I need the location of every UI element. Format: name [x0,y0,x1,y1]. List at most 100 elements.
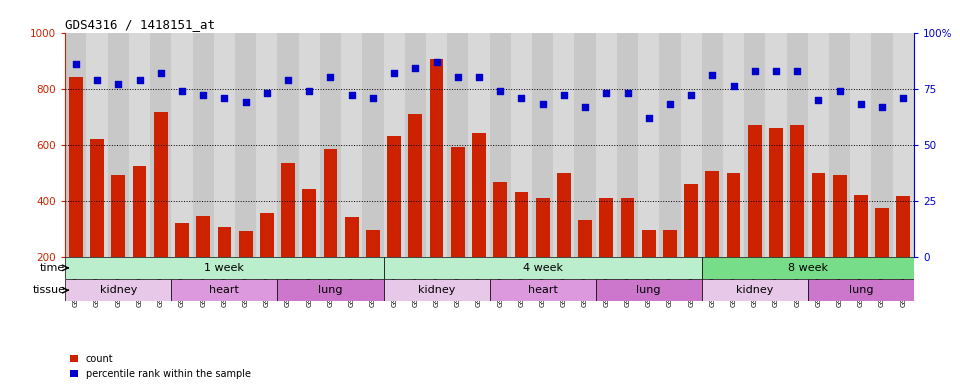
Point [620,90,636,96]
Bar [256,33,277,257]
Bar [660,33,681,257]
Point [684,92,699,98]
Bar [150,33,172,257]
Bar [595,279,702,301]
Bar [872,33,893,257]
Bar [493,182,507,257]
Text: kidney: kidney [418,285,455,295]
Point [408,65,423,71]
Bar [239,232,252,257]
Bar [553,33,574,257]
Bar [65,33,86,257]
Bar [366,230,380,257]
Bar [663,230,677,257]
Point [280,76,296,83]
Bar [620,198,635,257]
Point [450,74,466,81]
Bar [706,171,719,257]
Bar [811,173,826,257]
Point [132,76,147,83]
Bar [681,33,702,257]
Point [705,72,720,78]
Bar [65,279,172,301]
Bar [876,208,889,257]
Bar [383,33,405,257]
Bar [897,197,910,257]
Bar [154,113,168,257]
Bar [260,213,274,257]
Bar [218,227,231,257]
Bar [383,279,490,301]
Bar [172,279,277,301]
Bar [193,33,214,257]
Bar [86,33,108,257]
Bar [341,33,362,257]
Point [429,59,444,65]
Bar [808,279,914,301]
Bar [642,230,656,257]
Bar [430,59,444,257]
Bar [132,166,147,257]
Bar [65,257,383,279]
Bar [595,33,617,257]
Bar [893,33,914,257]
Point [365,94,380,101]
Bar [786,33,808,257]
Bar [320,33,341,257]
Bar [299,33,320,257]
Bar [345,217,359,257]
Bar [447,33,468,257]
Bar [468,33,490,257]
Point [853,101,869,108]
Text: 4 week: 4 week [522,263,563,273]
Point [110,81,126,87]
Bar [387,136,401,257]
Bar [172,33,193,257]
Bar [383,257,702,279]
Bar [638,33,660,257]
Point [789,68,804,74]
Bar [829,33,851,257]
Point [535,101,550,108]
Text: kidney: kidney [736,285,774,295]
Point [875,104,890,110]
Bar [324,149,337,257]
Bar [281,163,295,257]
Bar [702,257,914,279]
Bar [196,216,210,257]
Bar [832,175,847,257]
Point [196,92,211,98]
Point [768,68,783,74]
Point [747,68,762,74]
Point [301,88,317,94]
Bar [235,33,256,257]
Bar [302,189,316,257]
Bar [599,198,613,257]
Bar [557,173,571,257]
Point [514,94,529,101]
Text: heart: heart [209,285,239,295]
Point [811,97,827,103]
Bar [532,33,553,257]
Point [662,101,678,108]
Point [153,70,168,76]
Bar [362,33,383,257]
Bar [111,175,125,257]
Bar [790,125,804,257]
Bar [723,33,744,257]
Bar [727,173,740,257]
Bar [472,134,486,257]
Legend: count, percentile rank within the sample: count, percentile rank within the sample [70,354,251,379]
Point [641,115,657,121]
Text: 8 week: 8 week [788,263,828,273]
Bar [808,33,829,257]
Point [556,92,571,98]
Point [726,83,741,89]
Bar [129,33,150,257]
Bar [90,139,104,257]
Bar [108,33,129,257]
Bar [277,279,384,301]
Text: tissue: tissue [33,285,65,295]
Text: lung: lung [636,285,661,295]
Text: 1 week: 1 week [204,263,245,273]
